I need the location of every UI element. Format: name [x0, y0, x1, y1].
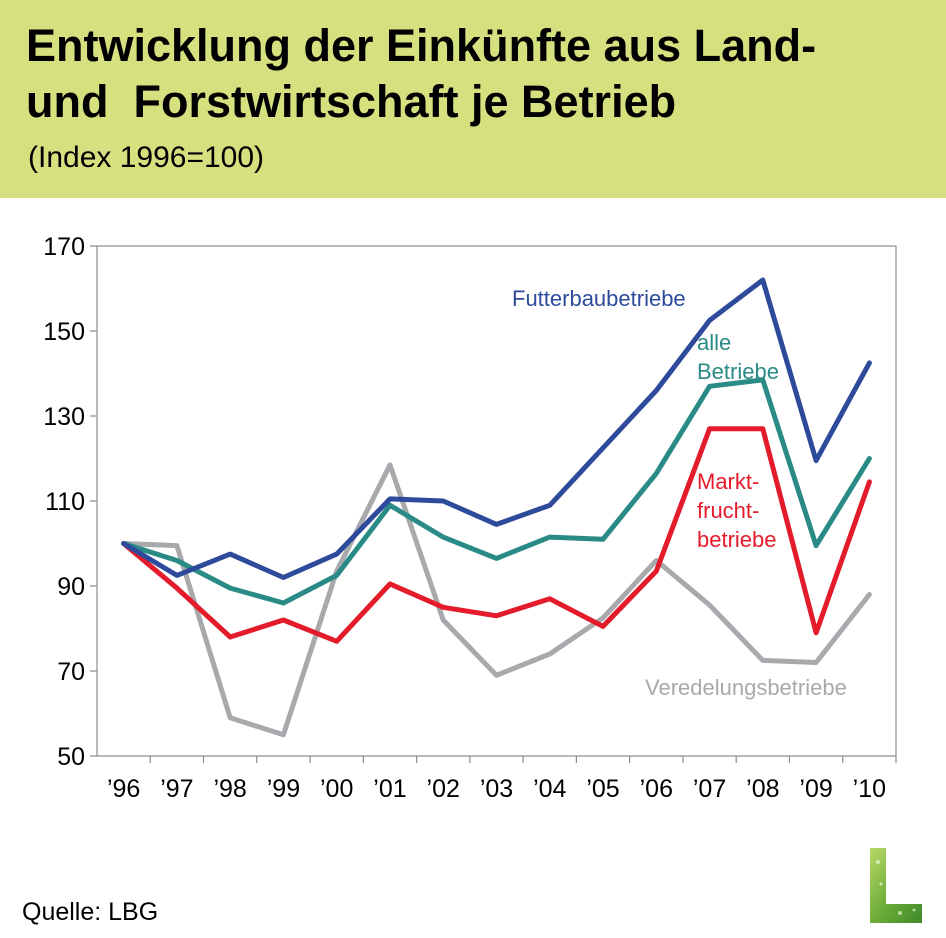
y-tick-label: 90	[57, 573, 85, 601]
series-line-2	[121, 426, 872, 644]
line-chart: 50 70 90 110 130 150 170 ’96 ’97 ’98 ’99 ’00 ’01 ’02 ’…	[43, 233, 897, 803]
x-tick-label: ’02	[427, 775, 460, 803]
x-tick-label: ’06	[640, 775, 673, 803]
series-label-line: frucht-	[697, 498, 759, 523]
x-tick-label: ’03	[480, 775, 513, 803]
x-tick-label: ’04	[533, 775, 566, 803]
series-label-3: Veredelungsbetriebe	[645, 675, 847, 700]
chart-title: Entwicklung der Einkünfte aus Land- und …	[26, 18, 816, 130]
x-tick-label: ’96	[107, 775, 140, 803]
y-tick-label: 130	[43, 403, 85, 431]
x-tick-label: ’99	[267, 775, 300, 803]
series-layer	[121, 277, 872, 738]
x-tick-label: ’09	[799, 775, 832, 803]
x-tick-label: ’10	[853, 775, 886, 803]
x-tick-label: ’01	[373, 775, 406, 803]
header-banner	[0, 0, 946, 198]
y-tick-label: 50	[57, 743, 85, 771]
x-tick-label: ’98	[213, 775, 246, 803]
y-tick-label: 110	[45, 488, 85, 516]
chart-subtitle: (Index 1996=100)	[28, 141, 265, 174]
chart-title-line-1: Entwicklung der Einkünfte aus Land-	[26, 20, 817, 71]
lbg-logo-icon	[870, 848, 922, 923]
series-label-line: Markt-	[697, 469, 759, 494]
series-line-3	[121, 462, 872, 738]
x-tick-label: ’97	[160, 775, 193, 803]
series-label-1: alle Betriebe	[697, 330, 779, 384]
chart-title-line-2: und Forstwirtschaft je Betrieb	[26, 76, 677, 127]
series-label-line: betriebe	[697, 527, 777, 552]
x-tick-label: ’00	[320, 775, 353, 803]
series-label-line: Betriebe	[697, 359, 779, 384]
series-label-0: Futterbaubetriebe	[512, 286, 686, 311]
series-line-1	[121, 377, 872, 606]
series-labels: Futterbaubetriebe alle Betriebe Markt-fruch…	[512, 286, 847, 700]
chart-axes: 50 70 90 110 130 150 170 ’96 ’97 ’98 ’99 ’00 ’01 ’02 ’…	[43, 233, 897, 803]
series-line-0	[121, 277, 872, 580]
series-label-line: alle	[697, 330, 731, 355]
source-note: Quelle: LBG	[22, 898, 159, 926]
y-tick-label: 150	[43, 318, 85, 346]
y-tick-label: 170	[43, 233, 85, 261]
series-label-2: Markt-frucht-betriebe	[697, 469, 777, 552]
x-tick-label: ’07	[693, 775, 726, 803]
y-tick-label: 70	[57, 658, 85, 686]
x-tick-label: ’08	[746, 775, 779, 803]
x-tick-label: ’05	[586, 775, 619, 803]
